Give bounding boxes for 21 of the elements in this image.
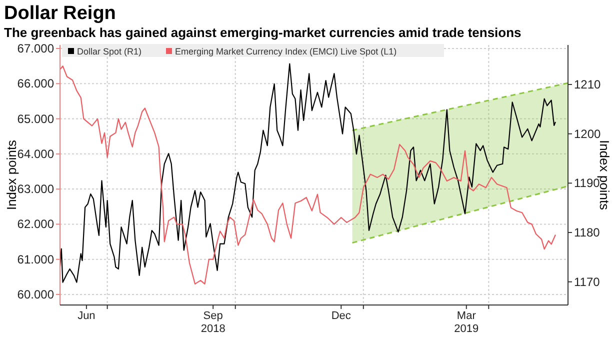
y-tick-label: 67.000: [17, 42, 54, 56]
x-tick-label: Sep 2018: [200, 310, 226, 335]
y-tick-label: 64.000: [17, 146, 54, 161]
x-tick-label: Dec: [331, 310, 352, 322]
y-tick-label: 62.000: [17, 217, 54, 232]
y-tick-label: 65.000: [17, 112, 54, 126]
y2-tick-label: 1210: [574, 77, 602, 92]
x-tick-label: Mar 2019: [454, 310, 479, 335]
y-axis-title: Index points: [4, 139, 19, 210]
legend-label: Dollar Spot (R1): [77, 46, 142, 56]
x-tick-label: Jun: [78, 310, 96, 322]
y-tick-label: 60.000: [17, 287, 54, 302]
chart-subtitle: The greenback has gained against emerging-market currencies amid trade tensions: [4, 25, 522, 40]
y2-tick-label: 1200: [574, 126, 602, 141]
y2-tick-label: 1170: [574, 274, 600, 289]
y2-tick-label: 1180: [574, 225, 600, 240]
y-tick-label: 66.000: [17, 76, 54, 91]
y-tick-label: 61.000: [17, 252, 54, 266]
legend-label: Emerging Market Currency Index (EMCI) Live Spot (L1): [175, 46, 397, 56]
y-tick-label: 63.000: [17, 182, 54, 196]
chart-title: Dollar Reign: [4, 3, 116, 24]
